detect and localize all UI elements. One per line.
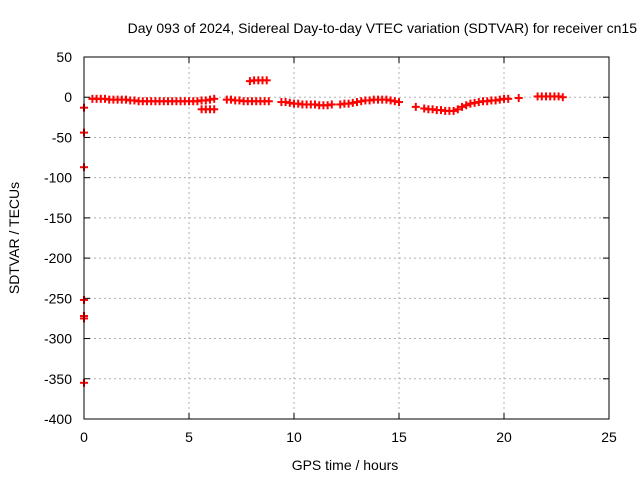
data-point xyxy=(558,93,567,102)
x-axis-label: GPS time / hours xyxy=(292,457,399,473)
data-point xyxy=(462,101,471,110)
y-tick-label: -300 xyxy=(44,331,72,347)
data-point xyxy=(449,106,458,115)
y-tick-label: 0 xyxy=(64,89,72,105)
data-point xyxy=(453,105,462,114)
x-tick-label: 10 xyxy=(286,429,302,445)
y-tick-label: -250 xyxy=(44,290,72,306)
x-tick-label: 20 xyxy=(496,429,512,445)
y-tick-label: -150 xyxy=(44,210,72,226)
y-axis-label: SDTVAR / TECUs xyxy=(6,182,22,294)
data-point xyxy=(395,98,403,107)
data-point xyxy=(210,94,219,103)
x-tick-label: 15 xyxy=(391,429,407,445)
y-tick-label: -400 xyxy=(44,411,72,427)
y-tick-label: -350 xyxy=(44,371,72,387)
y-tick-label: -100 xyxy=(44,170,72,186)
chart-title: Day 093 of 2024, Sidereal Day-to-day VTE… xyxy=(128,20,638,36)
x-tick-label: 25 xyxy=(601,429,617,445)
data-points xyxy=(80,76,567,387)
y-tick-label: -50 xyxy=(52,129,72,145)
data-point xyxy=(411,102,420,111)
data-point xyxy=(458,102,466,111)
y-tick-label: -200 xyxy=(44,250,72,266)
data-point xyxy=(327,100,336,109)
data-point xyxy=(264,97,273,106)
y-tick-label: 50 xyxy=(56,49,72,65)
data-point xyxy=(504,94,513,103)
x-tick-label: 0 xyxy=(80,429,88,445)
data-point xyxy=(210,105,219,114)
x-tick-label: 5 xyxy=(185,429,193,445)
data-point xyxy=(262,76,271,85)
y-tick-labels: 50 0 -50 -100 -150 -200 -250 -300 -350 -400 xyxy=(44,49,72,427)
data-point xyxy=(514,94,523,103)
x-tick-labels: 0 5 10 15 20 25 xyxy=(80,429,617,445)
axis-ticks xyxy=(83,56,610,420)
plot-frame xyxy=(83,56,610,420)
grid-lines xyxy=(84,57,609,419)
